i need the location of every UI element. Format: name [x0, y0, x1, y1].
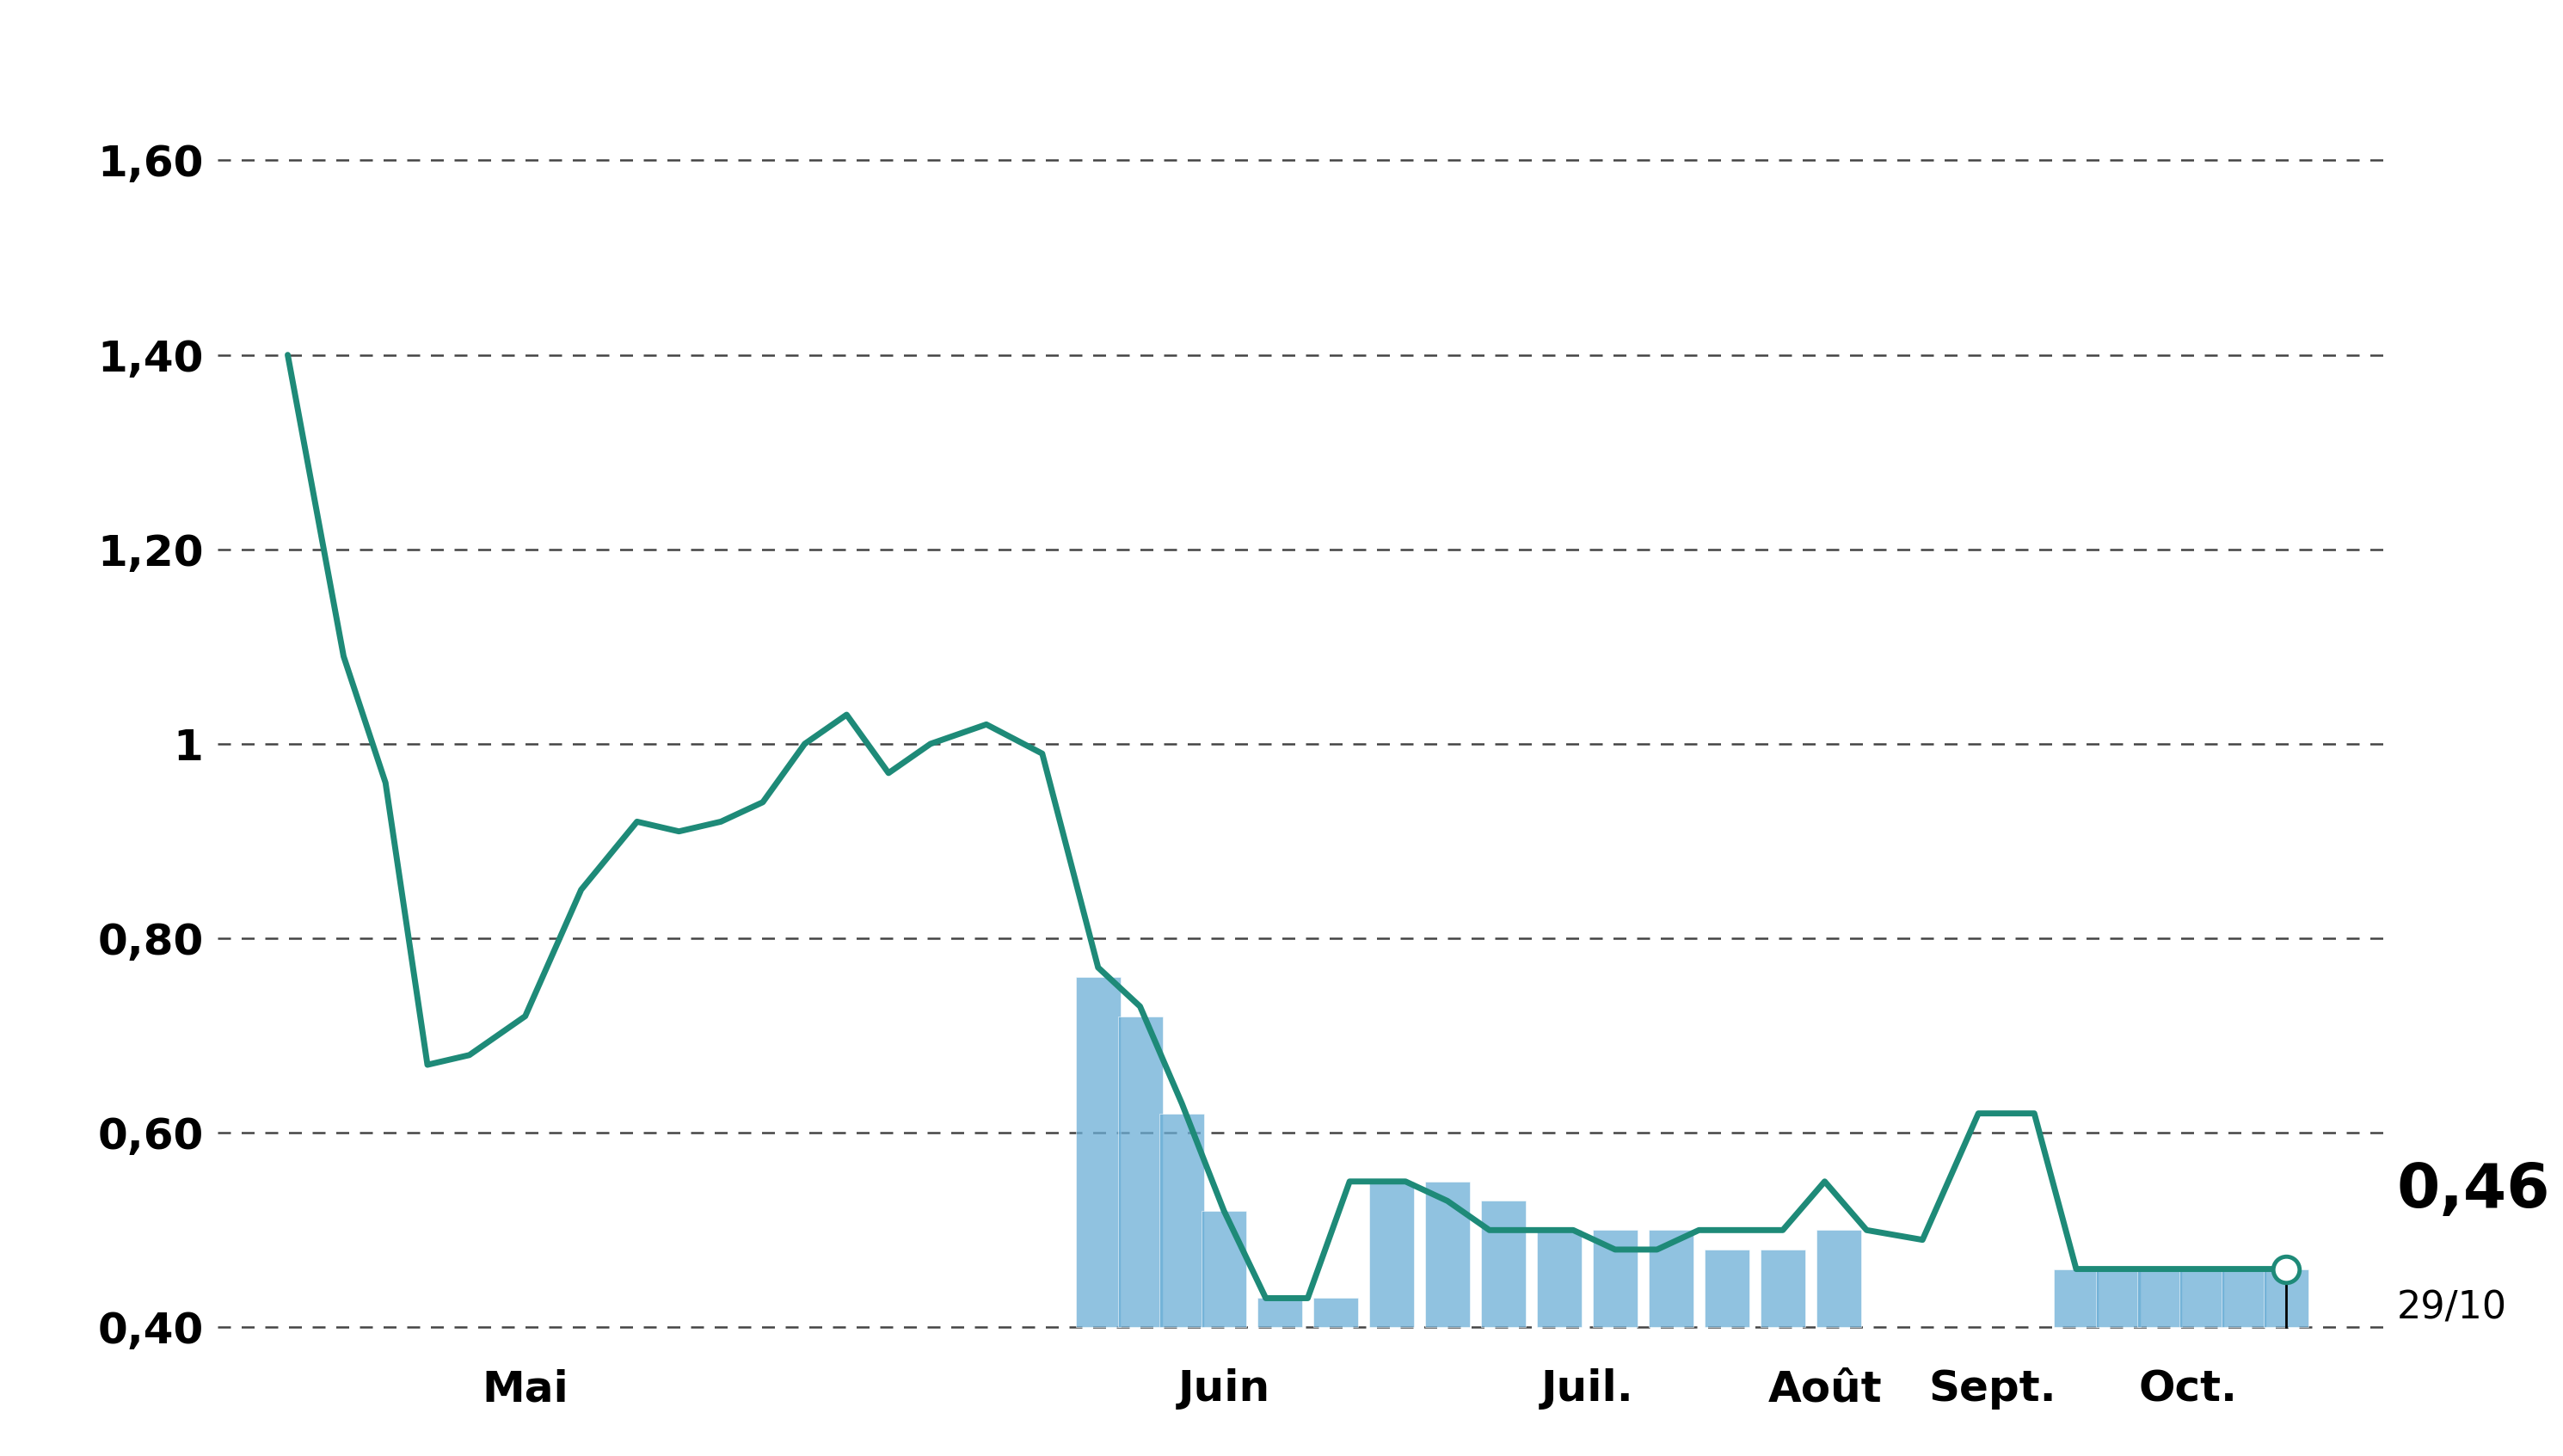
- Bar: [1704, 1249, 1748, 1328]
- Bar: [1117, 1016, 1164, 1328]
- Bar: [1258, 1299, 1302, 1328]
- Bar: [1592, 1230, 1638, 1328]
- Text: 29/10: 29/10: [2396, 1290, 2507, 1326]
- Text: 0,46: 0,46: [2396, 1160, 2550, 1220]
- Bar: [1202, 1210, 1246, 1328]
- Bar: [1648, 1230, 1694, 1328]
- Bar: [1312, 1299, 1358, 1328]
- Bar: [1369, 1181, 1415, 1328]
- Bar: [1158, 1114, 1205, 1328]
- Bar: [2097, 1270, 2140, 1328]
- Bar: [1817, 1230, 1861, 1328]
- Bar: [2179, 1270, 2225, 1328]
- Bar: [2263, 1270, 2309, 1328]
- Bar: [1481, 1201, 1525, 1328]
- Bar: [2222, 1270, 2266, 1328]
- Bar: [1425, 1181, 1469, 1328]
- Bar: [1538, 1230, 1581, 1328]
- Bar: [2138, 1270, 2181, 1328]
- Bar: [1076, 977, 1120, 1328]
- Bar: [2053, 1270, 2099, 1328]
- Bar: [1761, 1249, 1804, 1328]
- Text: I.CERAM: I.CERAM: [1028, 7, 1535, 112]
